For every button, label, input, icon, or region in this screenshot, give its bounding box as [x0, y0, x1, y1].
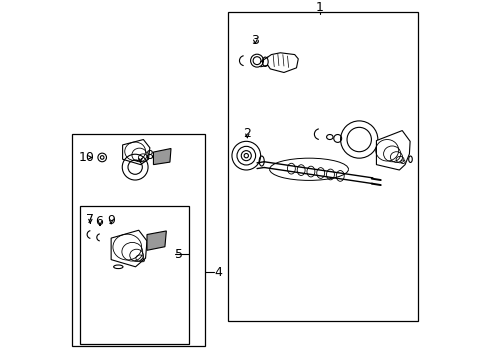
- Text: 3: 3: [251, 34, 259, 47]
- Text: 10: 10: [79, 151, 95, 164]
- Text: 1: 1: [315, 1, 323, 14]
- Polygon shape: [153, 148, 171, 165]
- Text: 2: 2: [243, 127, 251, 140]
- Text: 6: 6: [95, 216, 103, 229]
- Text: 9: 9: [106, 214, 115, 227]
- Text: 7: 7: [86, 213, 94, 226]
- Polygon shape: [147, 231, 166, 250]
- Bar: [72, 134, 204, 346]
- Polygon shape: [122, 140, 149, 165]
- Text: 8: 8: [145, 149, 153, 162]
- Bar: [228, 12, 418, 320]
- Text: 5: 5: [175, 248, 183, 261]
- Polygon shape: [111, 230, 147, 267]
- Polygon shape: [376, 131, 409, 170]
- Text: 4: 4: [214, 266, 222, 279]
- Bar: [80, 206, 188, 344]
